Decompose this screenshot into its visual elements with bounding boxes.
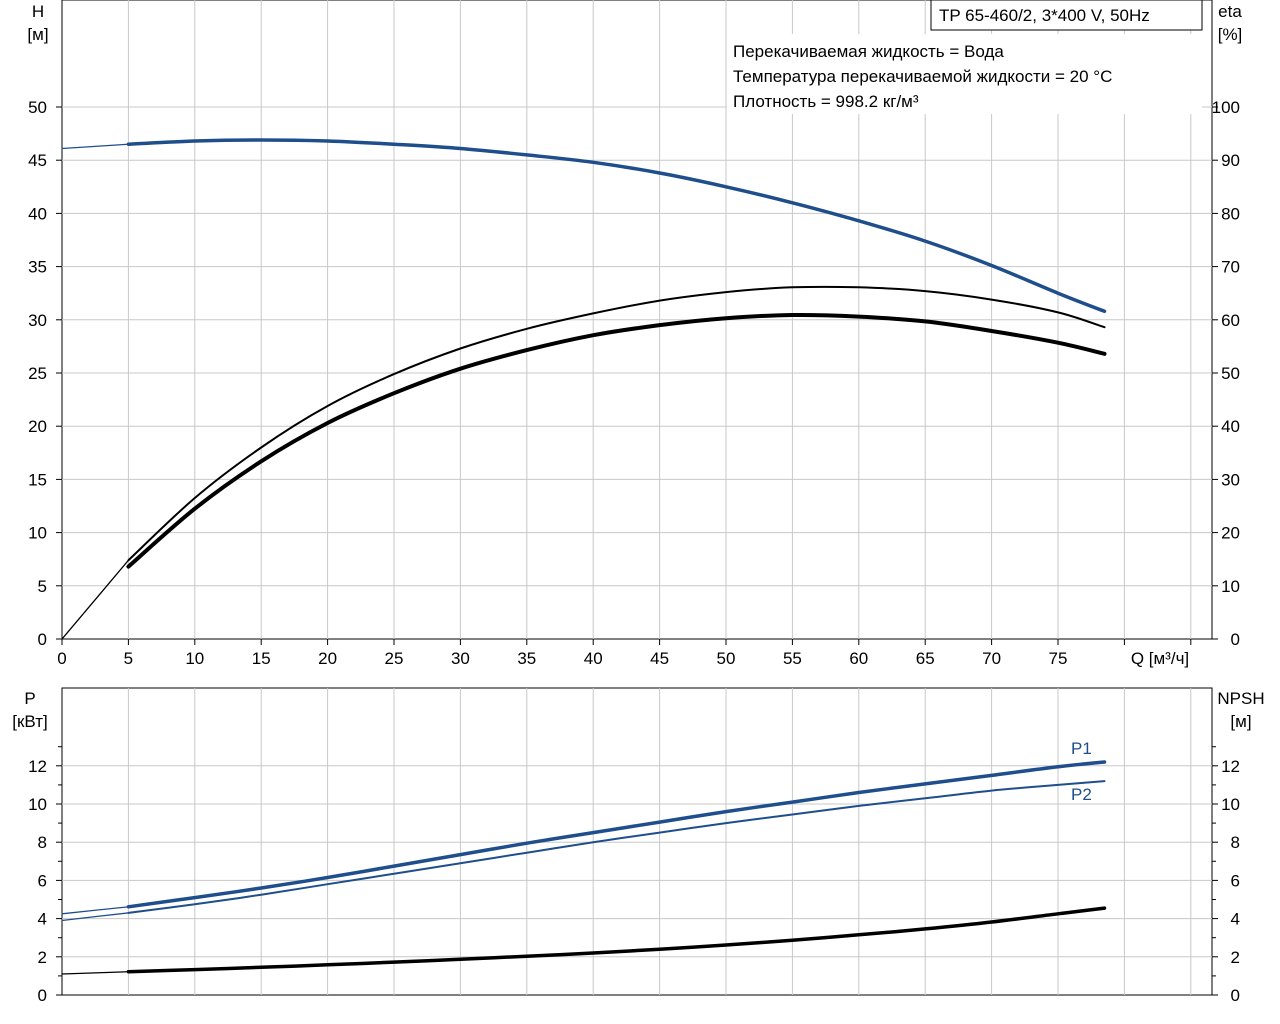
bottom-curves — [61, 760, 1107, 975]
h-tick-label: 25 — [28, 364, 47, 383]
x-tick-label: 15 — [252, 649, 271, 668]
eta-tick-label: 70 — [1221, 258, 1240, 277]
p-tick-label: 8 — [38, 833, 47, 852]
p1-curve — [126, 760, 1107, 909]
title-box — [930, 0, 1203, 31]
npsh-tick-label: 12 — [1221, 757, 1240, 776]
x-tick-label: 75 — [1049, 649, 1068, 668]
eta-tick-label: 60 — [1221, 311, 1240, 330]
top-right-axis-label-1: eta — [1218, 2, 1242, 21]
h-tick-label: 35 — [28, 258, 47, 277]
x-tick-label: 5 — [124, 649, 133, 668]
eta-tick-label: 50 — [1221, 364, 1240, 383]
h-tick-label: 20 — [28, 417, 47, 436]
p-tick-label: 2 — [38, 948, 47, 967]
npsh-tick-label: 10 — [1221, 795, 1240, 814]
x-tick-label: 55 — [783, 649, 802, 668]
p-tick-label: 4 — [38, 910, 47, 929]
x-tick-label: 65 — [916, 649, 935, 668]
p-tick-label: 12 — [28, 757, 47, 776]
h-tick-label: 5 — [38, 577, 47, 596]
x-tick-label: 20 — [318, 649, 337, 668]
eta-tick-label: 30 — [1221, 470, 1240, 489]
p-tick-label: 6 — [38, 871, 47, 890]
p-tick-label: 0 — [38, 986, 47, 1005]
p2-curve-lead — [61, 912, 130, 922]
npsh-tick-label: 6 — [1231, 871, 1240, 890]
x-tick-label: 25 — [385, 649, 404, 668]
eta-tick-label: 10 — [1221, 577, 1240, 596]
top-left-axis-label-2: [м] — [27, 25, 48, 44]
top-ticks: 0 5 10 15 20 25 30 35 40 45 50 55 60 65 70 75 0 5 10 15 20 25… — [28, 98, 1240, 668]
x-tick-label: 10 — [185, 649, 204, 668]
info-line-3: Плотность = 998.2 кг/м³ — [733, 92, 919, 111]
pump-efficiency-curve-lead — [61, 559, 130, 640]
bottom-right-axis-label-1: NPSH — [1217, 689, 1264, 708]
eta-tick-label: 0 — [1231, 630, 1240, 649]
series-label-p2: P2 — [1071, 785, 1092, 804]
p1-curve-lead — [61, 906, 130, 915]
npsh-tick-label: 2 — [1231, 948, 1240, 967]
h-tick-label: 0 — [38, 630, 47, 649]
bottom-left-axis-label-2: [кВт] — [12, 712, 47, 731]
x-tick-label: 45 — [650, 649, 669, 668]
x-tick-label: 40 — [584, 649, 603, 668]
bottom-left-axis-label-1: P — [24, 689, 35, 708]
title-box-text: TP 65-460/2, 3*400 V, 50Hz — [939, 6, 1150, 25]
eta-tick-label: 100 — [1212, 98, 1240, 117]
x-tick-label: 60 — [849, 649, 868, 668]
x-tick-label: 0 — [57, 649, 66, 668]
h-tick-label: 40 — [28, 204, 47, 223]
h-tick-label: 10 — [28, 524, 47, 543]
bottom-right-axis-label-2: [м] — [1230, 712, 1251, 731]
p2-curve — [127, 780, 1106, 914]
head-curve-lead — [61, 143, 130, 150]
h-tick-label: 45 — [28, 151, 47, 170]
series-label-p1: P1 — [1071, 739, 1092, 758]
npsh-curve — [126, 906, 1107, 974]
x-tick-label: 30 — [451, 649, 470, 668]
info-line-2: Температура перекачиваемой жидкости = 20… — [733, 67, 1112, 86]
x-tick-label: 50 — [717, 649, 736, 668]
x-tick-label: 70 — [982, 649, 1001, 668]
x-tick-label: 35 — [517, 649, 536, 668]
npsh-tick-label: 8 — [1231, 833, 1240, 852]
info-line-1: Перекачиваемая жидкость = Вода — [733, 42, 1004, 61]
info-box — [727, 34, 1202, 114]
p-tick-label: 10 — [28, 795, 47, 814]
total-efficiency-curve — [126, 312, 1107, 569]
eta-tick-label: 90 — [1221, 151, 1240, 170]
h-tick-label: 50 — [28, 98, 47, 117]
top-curves — [61, 138, 1107, 640]
bottom-plot: 0 0 2 2 4 4 6 6 8 8 10 10 12 12 — [28, 687, 1240, 1005]
eta-tick-label: 80 — [1221, 204, 1240, 223]
npsh-curve-lead — [61, 971, 130, 975]
top-left-axis-label-1: H — [32, 2, 44, 21]
eta-tick-label: 40 — [1221, 417, 1240, 436]
top-right-axis-label-2: [%] — [1218, 25, 1243, 44]
x-axis-label: Q [м³/ч] — [1131, 649, 1189, 668]
bottom-plot-frame — [61, 687, 1213, 996]
npsh-tick-label: 4 — [1231, 910, 1240, 929]
top-grid — [62, 0, 1212, 639]
npsh-tick-label: 0 — [1231, 986, 1240, 1005]
h-tick-label: 15 — [28, 470, 47, 489]
eta-tick-label: 20 — [1221, 524, 1240, 543]
h-tick-label: 30 — [28, 311, 47, 330]
head-curve — [126, 138, 1107, 314]
bottom-ticks: 0 0 2 2 4 4 6 6 8 8 10 10 12 12 — [28, 746, 1240, 1005]
pump-efficiency-curve — [127, 285, 1106, 562]
